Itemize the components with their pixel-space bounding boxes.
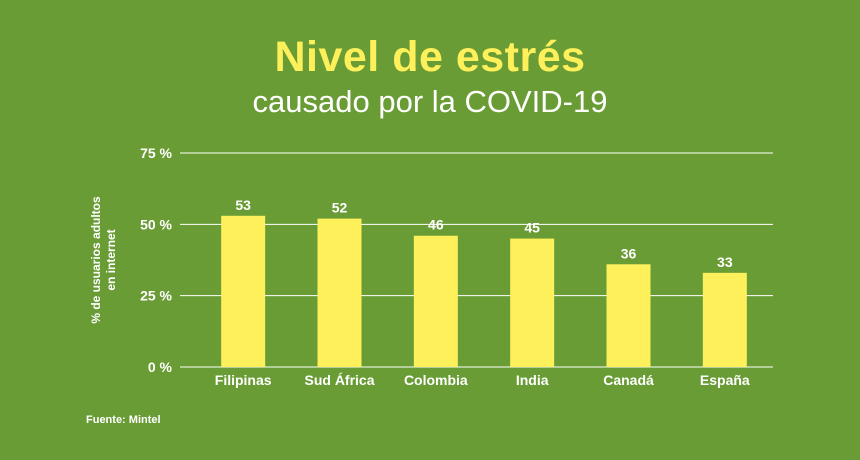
x-tick-label: Sud África [304,372,374,388]
x-tick-label: Canadá [603,372,654,388]
x-tick-label: España [700,372,750,388]
y-axis-title-line: % de usuarios adultos [89,196,103,324]
bar [317,218,362,367]
y-tick-label: 25 % [140,288,172,304]
x-tick-label: Colombia [404,372,468,388]
bar [702,272,747,367]
source-note: Fuente: Mintel [86,414,161,426]
data-label: 33 [717,254,733,270]
y-axis-title-line: en internet [104,229,118,290]
data-label: 36 [621,245,637,261]
data-label: 45 [524,220,540,236]
y-axis-title: % de usuarios adultosen internet [89,196,118,324]
data-label: 53 [235,197,251,213]
bar [221,215,266,367]
y-tick-label: 50 % [140,216,172,232]
chart-title: Nivel de estrés [274,33,586,81]
y-tick-label: 75 % [140,145,172,161]
chart-subtitle: causado por la COVID-19 [252,84,608,119]
x-tick-label: Filipinas [215,372,272,388]
x-tick-label: India [516,372,549,388]
data-label: 52 [332,200,348,216]
bar [413,235,458,367]
y-tick-label: 0 % [148,359,173,375]
bar [510,238,555,367]
bar [606,264,651,367]
data-label: 46 [428,217,444,233]
